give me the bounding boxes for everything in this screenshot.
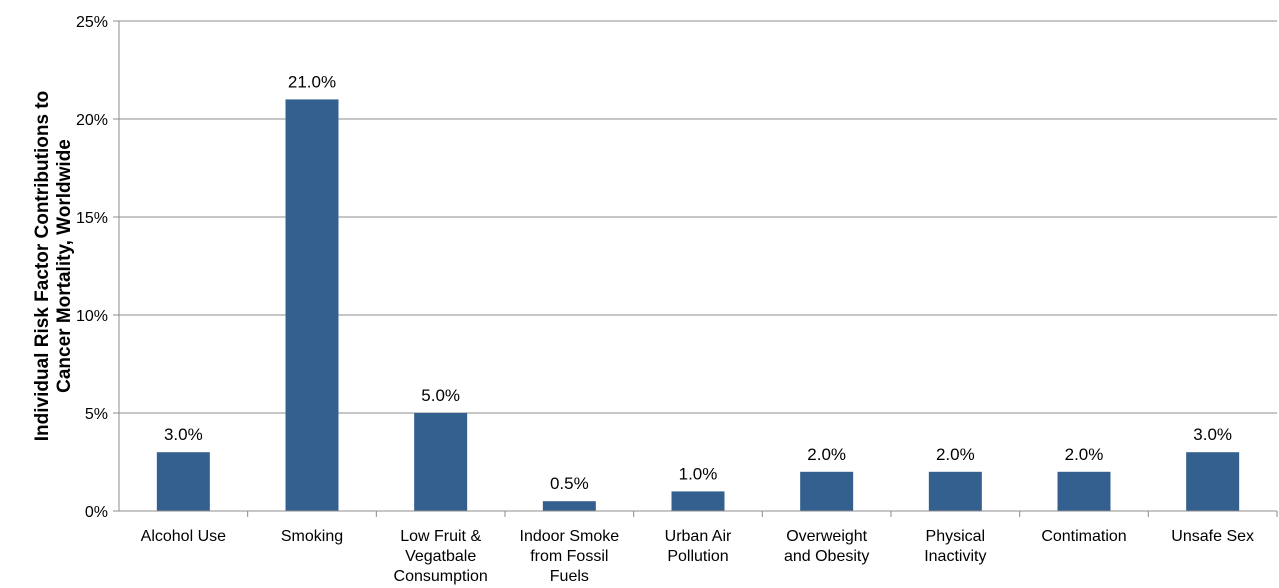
data-labels: 3.0% 21.0% 5.0% 0.5% 1.0% 2.0% 2.0% 2.0% 3.0% [164, 72, 1232, 493]
bar [542, 501, 596, 511]
data-label: 2.0% [1065, 445, 1104, 464]
bar [156, 452, 210, 511]
bar [1057, 471, 1111, 511]
data-label: 5.0% [421, 386, 460, 405]
bar [800, 471, 854, 511]
y-axis-label: Individual Risk Factor Contributions toC… [32, 91, 75, 441]
data-label: 2.0% [807, 445, 846, 464]
x-tick-label: Overweight and Obesity [784, 528, 869, 565]
x-axis: Alcohol Use Smoking Low Fruit & Vegatbale Co… [119, 510, 1278, 585]
y-tick-label: 0% [85, 504, 108, 521]
y-tick-label: 5% [85, 406, 108, 423]
y-tick-label: 15% [76, 210, 108, 227]
x-tick-label: Physical Inactivity [924, 528, 986, 565]
x-tick-label: Smoking [281, 528, 343, 545]
bars [156, 99, 1240, 512]
data-label: 1.0% [679, 464, 718, 483]
x-tick-label: Unsafe Sex [1171, 528, 1254, 545]
x-tick-label: Urban Air Pollution [665, 528, 732, 565]
data-label: 3.0% [1193, 425, 1232, 444]
y-tick-label: 20% [76, 112, 108, 129]
data-label: 21.0% [288, 72, 336, 91]
data-label: 3.0% [164, 425, 203, 444]
bar [1186, 452, 1240, 511]
bar [414, 413, 468, 511]
bar [928, 471, 982, 511]
x-tick-label: Indoor Smoke from Fossil Fuels [520, 528, 620, 585]
y-tick-label: 25% [76, 14, 108, 31]
data-label: 2.0% [936, 445, 975, 464]
x-tick-label: Low Fruit & Vegatbale Consumption [394, 528, 488, 585]
x-tick-label: Alcohol Use [141, 528, 226, 545]
bar [285, 99, 339, 512]
y-tick-label: 10% [76, 308, 108, 325]
y-axis: 0% 5% 10% 15% 20% 25% [76, 14, 120, 521]
data-label: 0.5% [550, 474, 589, 493]
x-tick-label: Contimation [1041, 528, 1126, 545]
bar [671, 491, 725, 511]
